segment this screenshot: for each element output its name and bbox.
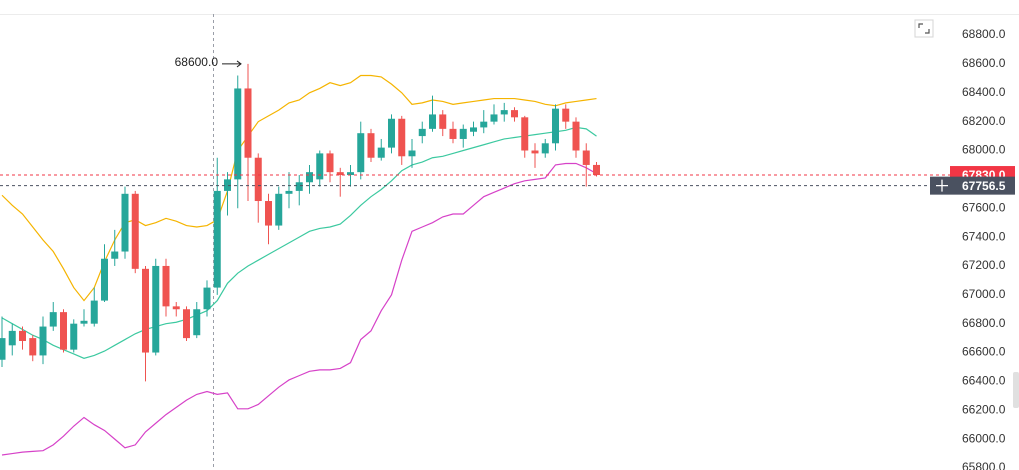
candle-body	[60, 312, 67, 350]
candle-body	[418, 128, 426, 137]
candle-body	[193, 309, 201, 336]
candle-body	[480, 121, 488, 128]
candles	[0, 63, 600, 382]
candle-body	[357, 133, 365, 173]
candle-body	[285, 190, 293, 194]
candle-body	[80, 320, 88, 324]
candle-body	[172, 306, 180, 310]
candle-body	[254, 157, 262, 202]
crosshair-plus	[936, 179, 948, 192]
candle-body	[244, 88, 252, 158]
candle-body	[70, 323, 78, 350]
expand-icon	[918, 23, 930, 34]
candle-body	[101, 258, 108, 301]
y-tick-label: 68800.0	[962, 27, 1006, 41]
candle-body	[429, 114, 436, 129]
band-line	[1, 162, 597, 456]
price-tag	[930, 176, 1015, 195]
annotation-arrow	[222, 60, 242, 68]
candle-body	[0, 338, 6, 360]
y-tick-label: 67000.0	[962, 287, 1006, 301]
candle-body	[377, 147, 385, 158]
candle-body	[439, 114, 447, 129]
candle-body	[121, 193, 129, 252]
candle-body	[459, 128, 467, 139]
candle-body	[19, 330, 26, 341]
candle-body	[367, 133, 375, 158]
candle-body	[8, 330, 16, 346]
indicator-lines	[1, 74, 597, 456]
candle-body	[142, 268, 149, 353]
price-tag-label: 67756.5	[962, 179, 1006, 193]
candle-body	[398, 118, 406, 157]
candle-body	[203, 287, 211, 310]
candle-body	[275, 193, 283, 226]
candle-body	[572, 121, 580, 151]
candle-body	[90, 300, 98, 324]
candle-body	[552, 108, 559, 144]
candle-body	[511, 110, 518, 118]
candle-body	[39, 326, 47, 356]
candle-body	[408, 150, 416, 157]
y-tick-label: 66200.0	[962, 402, 1006, 416]
candle-body	[582, 150, 590, 165]
y-tick-label: 68600.0	[962, 56, 1006, 70]
candle-body	[336, 172, 344, 176]
scrollbar[interactable]	[1013, 372, 1019, 408]
y-tick-label: 65800.0	[962, 460, 1006, 470]
candle-body	[449, 128, 457, 139]
y-tick-label: 66600.0	[962, 345, 1006, 359]
candle-body	[224, 179, 231, 191]
candle-body	[152, 265, 160, 353]
candle-body	[234, 88, 242, 180]
y-tick-label: 68200.0	[962, 114, 1006, 128]
y-tick-label: 66800.0	[962, 316, 1006, 330]
candle-body	[500, 110, 508, 115]
y-tick-label: 68000.0	[962, 143, 1006, 157]
candle-body	[490, 114, 498, 122]
y-tick-label: 67200.0	[962, 258, 1006, 272]
candle-body	[306, 172, 313, 183]
candle-body	[265, 201, 272, 226]
candle-body	[326, 153, 334, 173]
candle-body	[183, 309, 190, 339]
candle-body	[111, 251, 119, 259]
candle-body	[541, 143, 549, 154]
expand-box[interactable]	[914, 19, 934, 38]
y-tick-label: 66400.0	[962, 374, 1006, 388]
y-tick-label: 66000.0	[962, 431, 1006, 445]
candle-body	[562, 108, 570, 122]
expand-button[interactable]	[914, 19, 934, 38]
y-tick-label: 68400.0	[962, 85, 1006, 99]
candle-body	[295, 182, 303, 191]
candle-body	[49, 312, 57, 327]
candle-body	[521, 117, 529, 151]
candle-body	[470, 127, 477, 132]
candle-body	[162, 265, 170, 307]
y-tick-label: 67600.0	[962, 200, 1006, 214]
candle-body	[593, 164, 600, 176]
candle-body	[531, 150, 539, 154]
candle-body	[316, 153, 324, 180]
candle-body	[347, 172, 354, 176]
candle-body	[131, 193, 139, 269]
annotation-label: 68600.0	[175, 55, 219, 69]
y-tick-label: 67400.0	[962, 229, 1006, 243]
band-line	[1, 126, 597, 359]
candle-body	[213, 190, 221, 288]
candle-body	[388, 118, 395, 148]
candle-body	[29, 338, 37, 356]
